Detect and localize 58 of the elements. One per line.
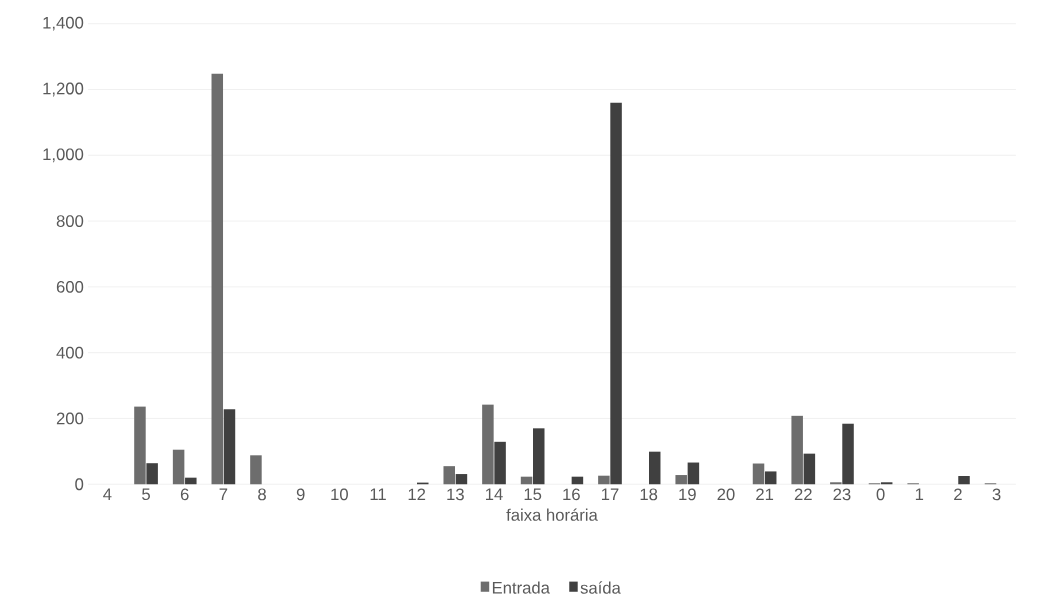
x-tick-label: 0 [876,488,885,501]
y-tick-label: 1,400 [43,16,84,31]
x-tick-label: 11 [370,488,386,500]
bar [482,404,494,485]
bar [610,102,622,485]
x-tick-label: 14 [485,488,503,500]
bar [146,463,158,485]
y-tick-label: 800 [56,215,84,227]
bar [648,451,661,485]
x-tick-label: 1 [915,488,924,500]
bar [752,463,765,485]
bar [134,406,146,485]
bar [598,475,610,485]
y-tick-label: 1,200 [43,82,84,97]
y-tick-label: 600 [56,280,84,293]
x-tick-label: 13 [447,488,464,501]
x-axis-title: faixa horária [506,508,598,521]
x-tick-label: 10 [331,488,348,501]
bar [764,471,777,485]
x-tick-label: 9 [296,488,305,501]
x-tick-label: 7 [219,488,228,500]
x-tick-label: 6 [180,488,189,501]
bar [185,477,197,485]
y-tick-label: 200 [56,412,84,425]
x-tick-label: 20 [717,488,735,501]
bar [443,466,455,485]
bar [675,474,687,485]
legend-label: saída [580,581,621,594]
legend-label: Entrada [492,581,550,594]
bar [687,462,700,485]
x-tick-label: 5 [142,488,150,500]
x-tick-label: 16 [563,488,580,501]
x-tick-label: 18 [640,488,658,501]
bar [791,415,803,485]
bar [803,453,816,485]
bar [532,428,545,485]
x-tick-label: 22 [794,488,812,500]
bar [223,409,236,485]
y-tick-label: 1,000 [43,148,84,163]
x-tick-label: 12 [408,488,426,500]
bar [494,441,506,485]
x-tick-label: 4 [103,488,112,500]
bar [211,73,224,485]
x-tick-label: 8 [258,488,266,501]
x-tick-label: 2 [954,488,962,500]
bar [842,423,854,485]
y-tick-label: 0 [75,478,84,490]
x-tick-label: 15 [524,488,542,500]
x-tick-label: 3 [992,488,1001,501]
x-tick-label: 23 [833,488,851,501]
bar [172,449,185,485]
y-tick-label: 400 [56,346,84,359]
x-tick-label: 21 [756,488,774,500]
x-tick-label: 17 [601,488,619,500]
bar [958,475,970,485]
x-tick-label: 19 [679,488,696,501]
bar [455,473,468,485]
bar [250,455,262,485]
